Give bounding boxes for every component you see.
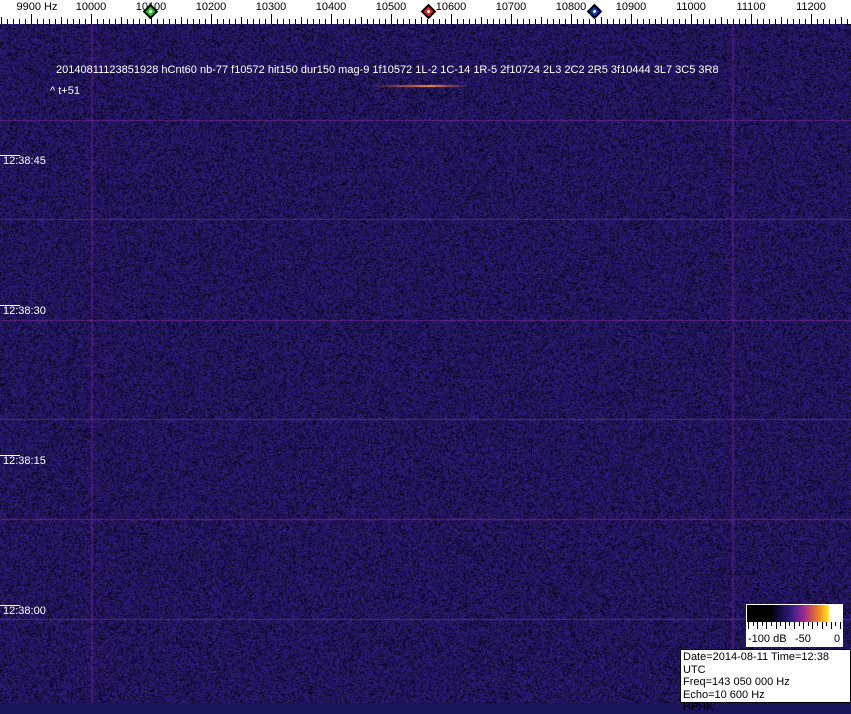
colorbar-tick [808, 622, 809, 626]
frequency-label: 10200 [196, 1, 227, 13]
spectrogram [0, 24, 851, 703]
frequency-tick [31, 14, 32, 24]
info-echo: Echo=10 600 Hz [683, 689, 848, 702]
frequency-label: 11100 [737, 1, 766, 13]
colorbar-tick [780, 622, 781, 626]
info-date-time: Date=2014-08-11 Time=12:38 UTC [683, 651, 848, 676]
colorbar-tick [748, 622, 749, 629]
frequency-label: 10500 [376, 1, 407, 13]
frequency-tick [721, 17, 722, 24]
frequency-tick [271, 14, 272, 24]
frequency-tick [1, 17, 2, 24]
colorbar-tick [757, 622, 758, 629]
frequency-tick [211, 14, 212, 24]
time-label: 12:38:00 [3, 605, 46, 617]
frequency-tick [301, 17, 302, 24]
frequency-label: 10300 [256, 1, 287, 13]
colorbar-tick [812, 622, 813, 629]
frequency-tick [631, 14, 632, 24]
color-scale-legend: -100 dB -50 0 [746, 604, 843, 647]
frequency-tick [661, 17, 662, 24]
colorbar-label: 0 [834, 633, 840, 645]
frequency-tick [91, 14, 92, 24]
colorbar-tick [753, 622, 754, 626]
frequency-tick [121, 17, 122, 24]
colorbar-tick [799, 622, 800, 626]
colorbar-label: -50 [795, 633, 811, 645]
colorbar-tick [776, 622, 777, 629]
frequency-tick [421, 17, 422, 24]
frequency-label: 11000 [676, 1, 706, 13]
frequency-tick [481, 17, 482, 24]
info-freq: Freq=143 050 000 Hz [683, 676, 848, 689]
colorbar-tick [826, 622, 827, 626]
frequency-tick [571, 14, 572, 24]
frequency-tick [541, 17, 542, 24]
colorbar-tick [840, 622, 841, 629]
colorbar-tick [771, 622, 772, 626]
red-marker[interactable] [421, 4, 437, 20]
frequency-label: 9900 Hz [17, 1, 58, 13]
frequency-tick [181, 17, 182, 24]
frequency-tick [751, 14, 752, 24]
frequency-label: 11200 [796, 1, 826, 13]
frequency-tick [841, 17, 842, 24]
frequency-label: 10400 [316, 1, 347, 13]
colorbar-tick [785, 622, 786, 629]
frequency-tick [361, 17, 362, 24]
color-gradient [747, 605, 842, 622]
frequency-label: 10900 [616, 1, 647, 13]
info-box: Date=2014-08-11 Time=12:38 UTC Freq=143 … [680, 649, 851, 703]
frequency-tick [781, 17, 782, 24]
frequency-tick [691, 14, 692, 24]
frequency-tick [331, 14, 332, 24]
colorbar-tick [817, 622, 818, 626]
colorbar-tick [762, 622, 763, 626]
offset-text: ^ t+51 [50, 85, 80, 97]
blue-marker[interactable] [587, 4, 603, 20]
frequency-label: 10800 [556, 1, 587, 13]
frequency-tick [61, 17, 62, 24]
frequency-scale: 9900 Hz100001010010200103001040010500106… [0, 0, 851, 24]
frequency-label: 10000 [76, 1, 107, 13]
frequency-tick [391, 14, 392, 24]
colorbar-tick [822, 622, 823, 629]
colorbar-tick [835, 622, 836, 626]
frequency-tick [241, 17, 242, 24]
time-label: 12:38:15 [3, 455, 46, 467]
frequency-tick [511, 14, 512, 24]
frequency-tick [451, 14, 452, 24]
colorbar-tick [766, 622, 767, 629]
colorbar-tick [803, 622, 804, 629]
time-label: 12:38:45 [3, 155, 46, 167]
frequency-tick [601, 17, 602, 24]
colorbar-tick [831, 622, 832, 629]
frequency-label: 10600 [436, 1, 467, 13]
detection-text: 20140811123851928 hCnt60 nb-77 f10572 hi… [56, 64, 719, 76]
frequency-tick [811, 14, 812, 24]
colorbar-tick [794, 622, 795, 629]
colorbar-tick [789, 622, 790, 626]
frequency-label: 10700 [496, 1, 527, 13]
time-label: 12:38:30 [3, 305, 46, 317]
colorbar-label: -100 dB [748, 633, 787, 645]
